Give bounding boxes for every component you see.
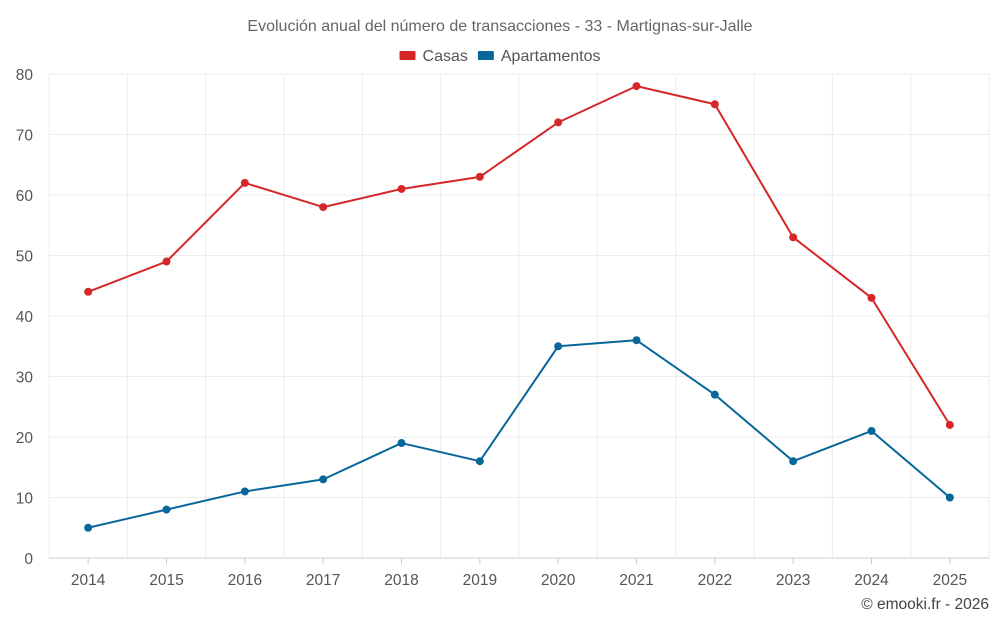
legend-label: Apartamentos: [501, 48, 601, 65]
data-point-apartamentos: [84, 523, 93, 532]
y-tick-label: 60: [16, 188, 34, 205]
data-point-casas: [789, 233, 798, 242]
x-tick-label: 2015: [149, 572, 183, 589]
y-tick-label: 0: [24, 551, 33, 568]
data-point-casas: [867, 293, 876, 302]
x-tick-label: 2019: [463, 572, 497, 589]
data-point-casas: [632, 82, 641, 91]
data-point-apartamentos: [789, 457, 798, 466]
axes: 0 10 20 30 40 50 60 70 80 2014 2015 2016 2017 2018 201…: [16, 67, 989, 589]
legend-swatch: [477, 51, 494, 60]
series-line-casas: [87, 85, 951, 426]
x-tick-label: 2017: [306, 572, 340, 589]
data-point-casas: [397, 184, 406, 193]
data-point-apartamentos: [397, 439, 406, 448]
x-tick-label: 2021: [619, 572, 653, 589]
data-point-apartamentos: [632, 336, 641, 345]
x-tick-label: 2016: [228, 572, 262, 589]
y-tick-label: 80: [16, 67, 34, 84]
x-tick-label: 2014: [71, 572, 106, 589]
x-tick-label: 2018: [384, 572, 418, 589]
data-point-apartamentos: [554, 342, 563, 351]
series-line-apartamentos: [87, 339, 951, 529]
x-tick-label: 2024: [854, 572, 889, 589]
series-group: [84, 82, 954, 532]
data-point-apartamentos: [945, 493, 954, 502]
y-tick-label: 20: [16, 430, 34, 447]
data-point-casas: [554, 118, 563, 127]
legend-item-casas[interactable]: Casas: [399, 48, 468, 65]
legend-item-apartamentos[interactable]: Apartamentos: [477, 48, 601, 65]
series-apartamentos: [84, 336, 954, 532]
data-point-apartamentos: [710, 390, 719, 399]
grid: [48, 73, 990, 558]
data-point-casas: [710, 100, 719, 109]
y-tick-label: 70: [16, 128, 34, 145]
x-tick-label: 2022: [698, 572, 732, 589]
y-tick-label: 30: [16, 370, 34, 387]
credit-text: © emooki.fr - 2026: [861, 596, 989, 613]
y-tick-label: 40: [16, 309, 34, 326]
data-point-casas: [475, 172, 484, 181]
data-point-casas: [319, 203, 328, 212]
y-tick-label: 10: [16, 491, 34, 508]
y-tick-label: 50: [16, 249, 34, 266]
data-point-apartamentos: [240, 487, 249, 496]
data-point-apartamentos: [867, 426, 876, 435]
data-point-casas: [240, 178, 249, 187]
data-point-casas: [945, 420, 954, 429]
x-tick-label: 2023: [776, 572, 810, 589]
x-tick-label: 2020: [541, 572, 576, 589]
legend: Casas Apartamentos: [399, 48, 601, 65]
legend-swatch: [399, 51, 416, 60]
data-point-apartamentos: [475, 457, 484, 466]
chart-title: Evolución anual del número de transaccio…: [247, 18, 752, 35]
x-tick-label: 2025: [933, 572, 967, 589]
data-point-casas: [162, 257, 171, 266]
legend-label: Casas: [423, 48, 468, 65]
data-point-apartamentos: [319, 475, 328, 484]
data-point-casas: [84, 287, 93, 296]
data-point-apartamentos: [162, 505, 171, 514]
series-casas: [84, 82, 954, 429]
